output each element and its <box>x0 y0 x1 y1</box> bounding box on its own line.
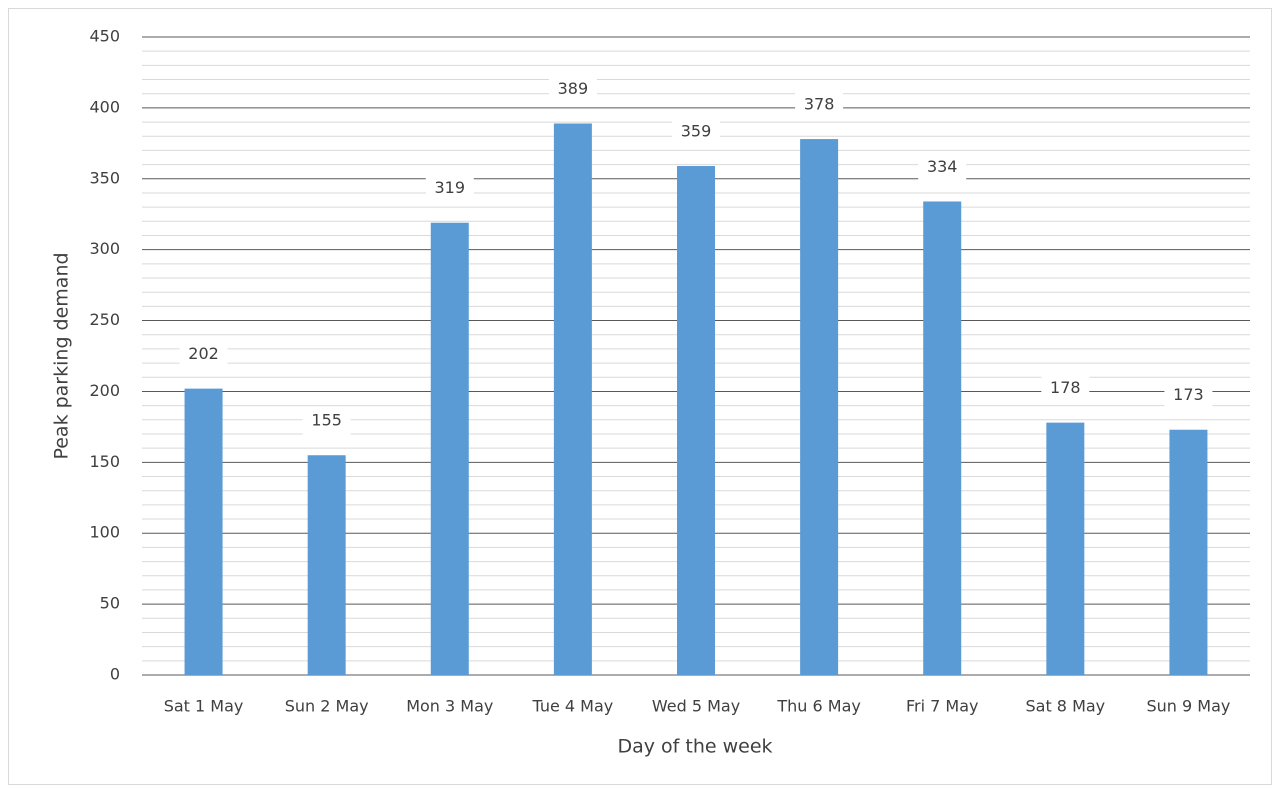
data-label: 155 <box>311 411 342 430</box>
y-tick-label: 150 <box>89 452 120 471</box>
data-label-bg <box>548 75 597 104</box>
y-tick-label: 200 <box>89 381 120 400</box>
y-axis-title: Peak parking demand <box>51 252 73 459</box>
data-label-bg <box>425 174 474 203</box>
data-label-bg <box>795 91 844 120</box>
bar <box>1169 429 1208 675</box>
data-label-bg <box>179 340 228 369</box>
x-tick-label: Fri 7 May <box>906 697 979 716</box>
y-tick-label: 450 <box>89 27 120 46</box>
x-tick-label: Thu 6 May <box>776 697 860 716</box>
x-tick-label: Tue 4 May <box>532 697 614 716</box>
data-label-bg <box>918 153 967 182</box>
data-label: 173 <box>1173 385 1204 404</box>
data-label-bg <box>1041 374 1090 403</box>
data-label: 378 <box>804 95 835 114</box>
data-label-bg <box>672 118 720 147</box>
y-tick-label: 300 <box>89 239 120 258</box>
y-tick-label: 250 <box>89 310 120 329</box>
x-tick-label: Sun 9 May <box>1147 697 1231 716</box>
x-tick-label: Sat 1 May <box>164 697 244 716</box>
y-tick-label: 400 <box>89 97 120 116</box>
bar <box>307 455 346 675</box>
bar <box>923 201 962 675</box>
bar <box>553 123 592 676</box>
x-tick-label: Wed 5 May <box>652 697 740 716</box>
bar <box>677 166 715 676</box>
data-label: 359 <box>681 122 712 141</box>
data-label-bg <box>302 407 351 436</box>
bar <box>184 388 223 675</box>
y-tick-label: 0 <box>110 665 120 684</box>
data-label: 202 <box>188 344 219 363</box>
data-label-bg <box>1164 381 1213 410</box>
data-label: 178 <box>1050 378 1081 397</box>
y-tick-label: 100 <box>89 523 120 542</box>
bar <box>1046 422 1085 675</box>
data-label: 334 <box>927 157 958 176</box>
x-tick-label: Mon 3 May <box>406 697 493 716</box>
data-label: 389 <box>558 79 589 98</box>
bar <box>430 222 469 675</box>
y-tick-label: 350 <box>89 168 120 187</box>
bar <box>800 139 839 675</box>
x-tick-label: Sat 8 May <box>1025 697 1105 716</box>
data-label: 319 <box>435 178 466 197</box>
y-tick-label: 50 <box>100 594 120 613</box>
x-axis-title: Day of the week <box>617 736 772 758</box>
x-tick-label: Sun 2 May <box>285 697 369 716</box>
